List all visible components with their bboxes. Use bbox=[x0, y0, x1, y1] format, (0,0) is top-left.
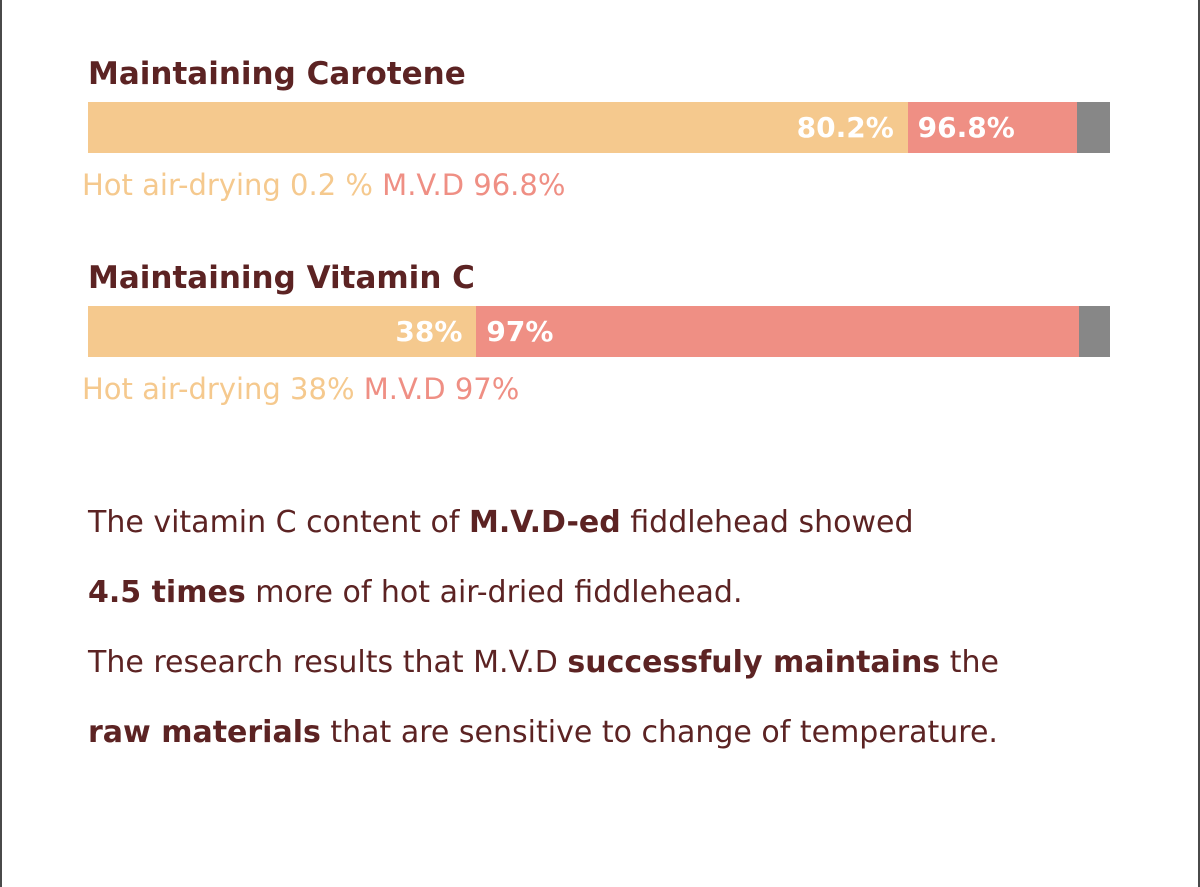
description-bold-text: 4.5 times bbox=[88, 575, 246, 610]
vitamin-c-caption: Hot air-drying 38% M.V.D 97% bbox=[82, 369, 1110, 409]
vitamin-c-section: Maintaining Vitamin C 38% 97% Hot air-dr… bbox=[82, 256, 1110, 409]
vitamin-c-caption-mvd: M.V.D 97% bbox=[363, 372, 520, 406]
frame-right-border bbox=[1198, 0, 1200, 887]
carotene-hot-air-label: 80.2% bbox=[796, 111, 894, 144]
carotene-hot-air-bar bbox=[88, 102, 908, 153]
carotene-remainder-bar bbox=[1077, 102, 1110, 153]
vitamin-c-remainder-bar bbox=[1079, 306, 1110, 357]
description-text: fiddlehead showed bbox=[620, 505, 914, 540]
description-text: The vitamin C content of bbox=[88, 505, 470, 540]
vitamin-c-title: Maintaining Vitamin C bbox=[88, 260, 475, 296]
carotene-mvd-label: 96.8% bbox=[917, 111, 1015, 144]
description-paragraph: The vitamin C content of M.V.D-ed fiddle… bbox=[88, 488, 1148, 768]
description-line-3: The research results that M.V.D successf… bbox=[88, 628, 1148, 698]
description-text: that are sensitive to change of temperat… bbox=[320, 715, 998, 750]
description-bold-text: successfuly maintains bbox=[567, 645, 941, 680]
carotene-caption-mvd: M.V.D 96.8% bbox=[382, 168, 566, 202]
description-text: more of hot air-dried fiddlehead. bbox=[245, 575, 743, 610]
description-text: The research results that M.V.D bbox=[88, 645, 568, 680]
carotene-title: Maintaining Carotene bbox=[88, 56, 466, 92]
vitamin-c-mvd-label: 97% bbox=[486, 315, 554, 348]
carotene-section: Maintaining Carotene 80.2% 96.8% Hot air… bbox=[82, 52, 1110, 205]
vitamin-c-caption-hot-air: Hot air-drying 38% bbox=[82, 372, 364, 406]
carotene-caption-hot-air: Hot air-drying 0.2 % bbox=[82, 168, 383, 202]
vitamin-c-mvd-bar bbox=[476, 306, 1080, 357]
carotene-bar: 80.2% 96.8% bbox=[88, 102, 1110, 153]
carotene-caption: Hot air-drying 0.2 % M.V.D 96.8% bbox=[82, 165, 1110, 205]
description-bold-text: M.V.D-ed bbox=[469, 505, 621, 540]
description-line-2: 4.5 times more of hot air-dried fiddlehe… bbox=[88, 558, 1148, 628]
description-line-4: raw materials that are sensitive to chan… bbox=[88, 698, 1148, 768]
description-bold-text: raw materials bbox=[88, 715, 321, 750]
frame-left-border bbox=[0, 0, 2, 887]
vitamin-c-hot-air-label: 38% bbox=[395, 315, 463, 348]
vitamin-c-bar: 38% 97% bbox=[88, 306, 1110, 357]
description-text: the bbox=[940, 645, 999, 680]
vitamin-c-hot-air-bar bbox=[88, 306, 477, 357]
carotene-mvd-bar bbox=[907, 102, 1078, 153]
description-line-1: The vitamin C content of M.V.D-ed fiddle… bbox=[88, 488, 1148, 558]
